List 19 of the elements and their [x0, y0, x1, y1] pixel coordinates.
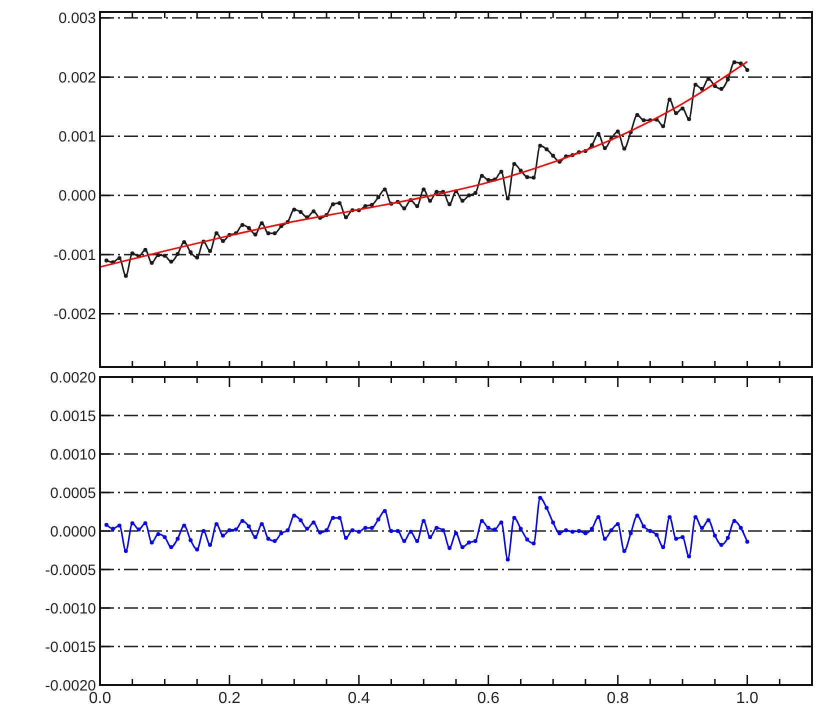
y-tick-label: -0.0015 [45, 638, 96, 656]
y-tick-label: 0.003 [58, 10, 96, 28]
y-tick-label: 0.000 [58, 188, 96, 205]
x-tick-label: 1.0 [736, 690, 758, 707]
x-tick-label: 0.8 [606, 690, 630, 707]
y-tick-label: -0.002 [53, 306, 96, 323]
y-tick-label: 0.0000 [50, 523, 96, 540]
y-tick-label: 0.001 [58, 128, 96, 146]
x-tick-label: 0.4 [348, 690, 370, 707]
y-tick-label: -0.0010 [45, 600, 96, 618]
y-tick-label: -0.0005 [45, 562, 96, 579]
y-tick-label: 0.0020 [50, 369, 96, 386]
y-tick-label: 0.002 [58, 69, 96, 86]
y-tick-label: 0.0010 [50, 446, 96, 464]
y-tick-label: 0.0005 [50, 484, 96, 502]
y-tick-label: -0.001 [53, 246, 96, 264]
y-tick-label: 0.0015 [50, 408, 96, 425]
x-tick-label: 0.6 [477, 690, 500, 707]
x-tick-label: 0.2 [218, 690, 241, 707]
